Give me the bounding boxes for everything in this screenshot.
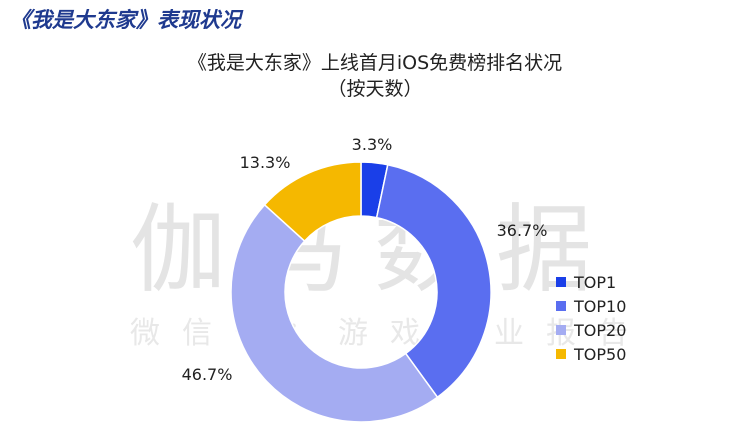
slice-label-top50: 13.3% bbox=[240, 153, 291, 172]
legend-swatch bbox=[556, 325, 566, 335]
slice-labels: 3.3% 36.7% 46.7% 13.3% bbox=[182, 135, 548, 384]
watermark-subtitle: 微信号：游戏产业报告 bbox=[130, 316, 650, 351]
chart-title-line1: 《我是大东家》上线首月iOS免费榜排名状况 bbox=[187, 52, 563, 74]
chart-title: 《我是大东家》上线首月iOS免费榜排名状况 （按天数） bbox=[0, 50, 750, 102]
legend-swatch bbox=[556, 277, 566, 287]
slice-top50 bbox=[263, 161, 362, 243]
legend-swatch bbox=[556, 349, 566, 359]
legend-item-top1: TOP1 bbox=[556, 270, 626, 294]
slice-top10 bbox=[375, 163, 492, 399]
legend-label: TOP1 bbox=[574, 272, 617, 292]
legend-swatch bbox=[556, 301, 566, 311]
legend-item-top50: TOP50 bbox=[556, 342, 626, 366]
section-title: 《我是大东家》表现状况 bbox=[10, 8, 241, 32]
chart-legend: TOP1 TOP10 TOP20 TOP50 bbox=[556, 270, 626, 366]
legend-label: TOP10 bbox=[574, 296, 627, 316]
legend-item-top10: TOP10 bbox=[556, 294, 626, 318]
slice-label-top20: 46.7% bbox=[182, 365, 233, 384]
legend-item-top20: TOP20 bbox=[556, 318, 626, 342]
chart-title-line2: （按天数） bbox=[327, 78, 423, 100]
slice-label-top1: 3.3% bbox=[352, 135, 393, 154]
donut-slices bbox=[230, 161, 492, 423]
legend-label: TOP20 bbox=[574, 320, 627, 340]
legend-label: TOP50 bbox=[574, 344, 627, 364]
slice-label-top10: 36.7% bbox=[497, 221, 548, 240]
slice-top20 bbox=[230, 203, 439, 423]
